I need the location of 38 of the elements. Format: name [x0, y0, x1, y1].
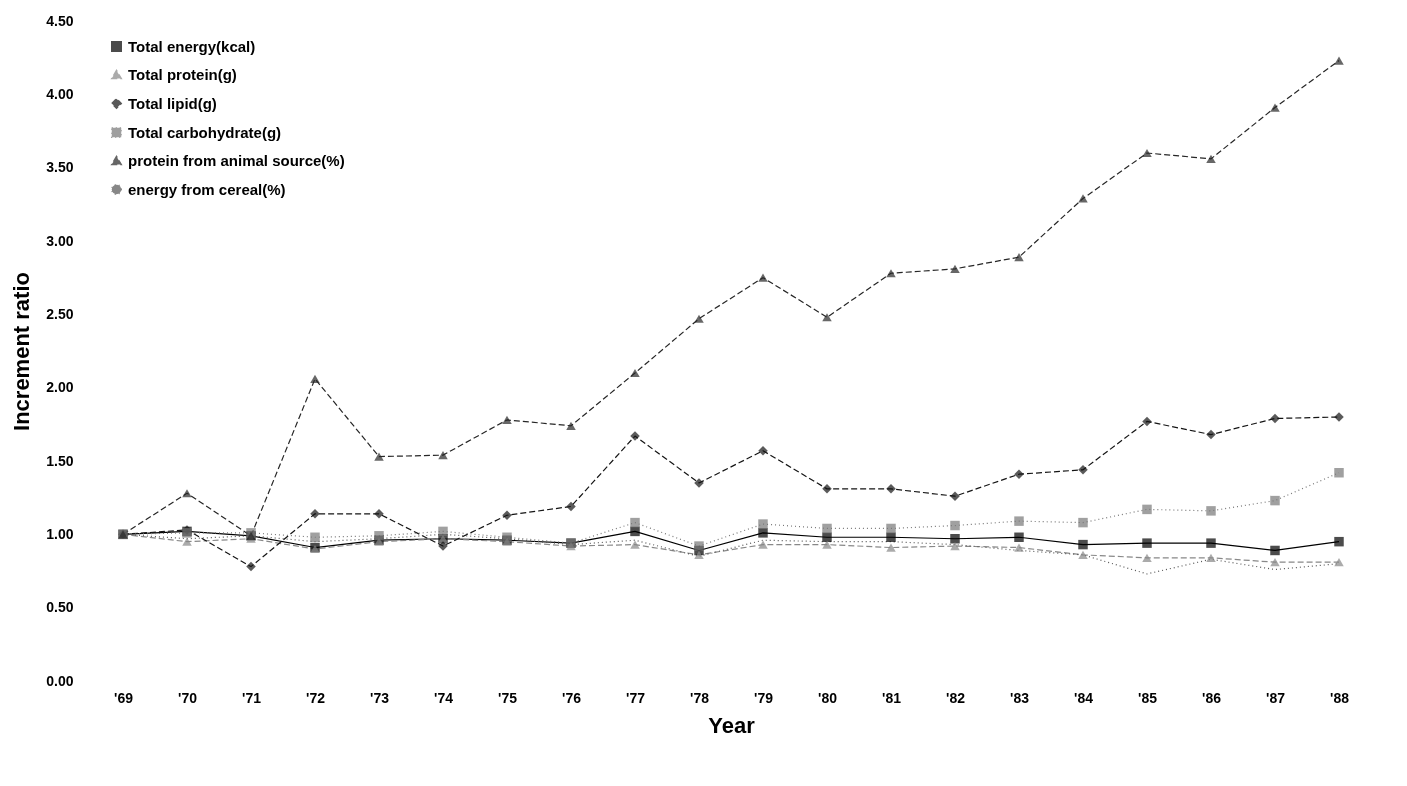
- x-tick-label: '69: [114, 689, 134, 706]
- x-tick-label: '72: [306, 689, 326, 706]
- x-tick-label: '70: [178, 689, 198, 706]
- legend-label: Total lipid(g): [128, 94, 217, 112]
- x-tick-label: '81: [882, 689, 902, 706]
- y-tick-label: 0.00: [46, 672, 74, 689]
- legend-label: Total carbohydrate(g): [128, 123, 282, 141]
- x-tick-label: '80: [818, 689, 838, 706]
- y-tick-label: 1.00: [46, 525, 74, 542]
- legend-label: protein from animal source(%): [128, 151, 345, 169]
- x-tick-label: '87: [1266, 689, 1286, 706]
- x-tick-label: '71: [242, 689, 262, 706]
- x-axis-title: Year: [708, 712, 756, 738]
- x-tick-label: '88: [1330, 689, 1350, 706]
- x-tick-label: '86: [1202, 689, 1222, 706]
- x-tick-label: '85: [1138, 689, 1158, 706]
- y-tick-label: 3.00: [46, 232, 74, 249]
- x-tick-label: '74: [434, 689, 454, 706]
- x-tick-label: '78: [690, 689, 710, 706]
- y-tick-label: 2.00: [46, 379, 74, 396]
- x-tick-label: '77: [626, 689, 646, 706]
- legend-label: Total protein(g): [128, 65, 237, 83]
- x-tick-label: '83: [1010, 689, 1030, 706]
- legend-label: Total energy(kcal): [128, 37, 256, 55]
- x-tick-label: '76: [562, 689, 582, 706]
- y-tick-label: 4.00: [46, 85, 74, 102]
- x-tick-label: '73: [370, 689, 390, 706]
- y-axis-title: Increment ratio: [9, 272, 35, 431]
- x-tick-label: '82: [946, 689, 966, 706]
- legend-label: energy from cereal(%): [128, 180, 286, 198]
- y-tick-label: 1.50: [46, 452, 74, 469]
- y-tick-label: 4.50: [46, 12, 74, 29]
- y-tick-label: 3.50: [46, 159, 74, 176]
- x-tick-label: '79: [754, 689, 774, 706]
- x-tick-label: '84: [1074, 689, 1094, 706]
- y-tick-label: 2.50: [46, 305, 74, 322]
- y-tick-label: 0.50: [46, 599, 74, 616]
- x-tick-label: '75: [498, 689, 518, 706]
